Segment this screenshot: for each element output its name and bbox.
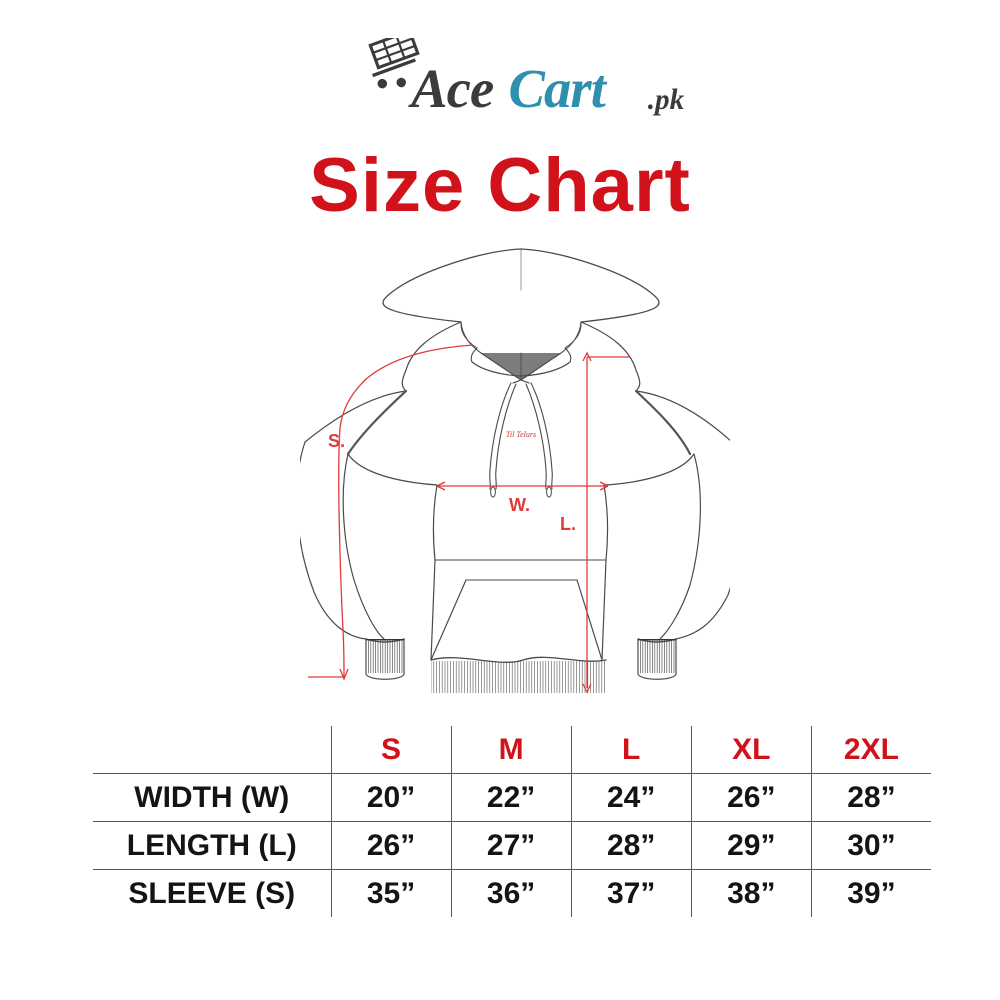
- svg-text:Cart: Cart: [509, 58, 608, 119]
- svg-text:S.: S.: [328, 431, 345, 451]
- svg-text:Til Telurs: Til Telurs: [506, 430, 536, 439]
- svg-text:Ace: Ace: [408, 58, 494, 119]
- svg-text:.pk: .pk: [648, 84, 685, 116]
- svg-text:L.: L.: [560, 514, 576, 534]
- svg-text:W.: W.: [509, 495, 530, 515]
